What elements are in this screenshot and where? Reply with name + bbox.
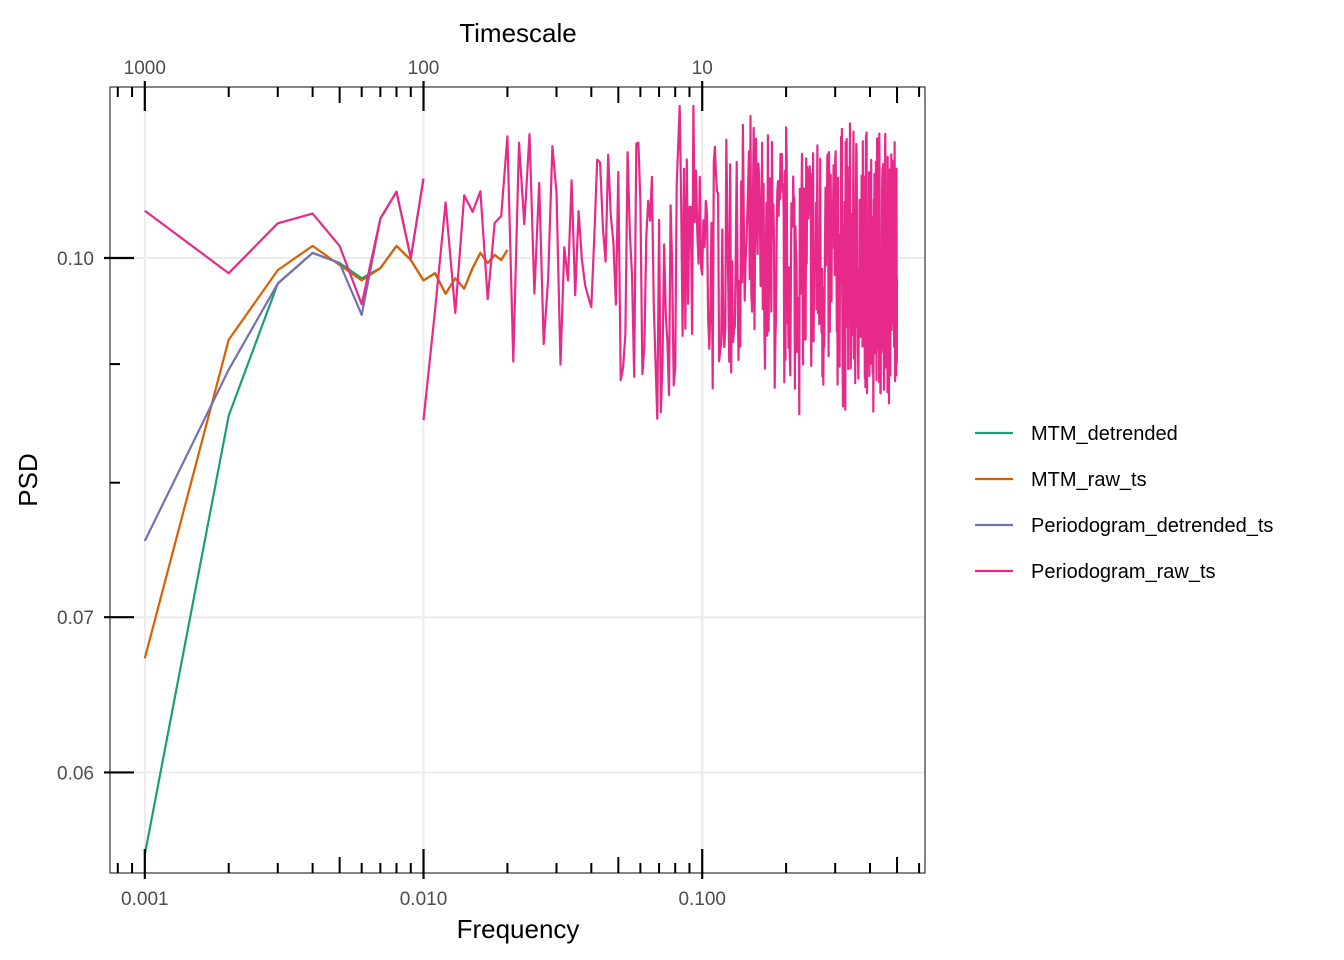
axis-ticks <box>104 81 921 879</box>
x-tick-label: 0.010 <box>400 889 448 910</box>
panel-border <box>109 86 926 874</box>
legend-label-periodogram-detrended-ts: Periodogram_detrended_ts <box>1031 515 1273 537</box>
legend-label-periodogram-raw-ts: Periodogram_raw_ts <box>1031 561 1216 583</box>
series-line-periodogram-raw-ts <box>144 178 425 306</box>
y-tick-label: 0.06 <box>57 763 94 784</box>
series-line-periodogram-raw-ts-tail <box>422 104 899 421</box>
x2-tick-label: 1000 <box>124 58 166 79</box>
x2-tick-label: 10 <box>692 58 713 79</box>
legend-label-mtm-raw-ts: MTM_raw_ts <box>1031 469 1147 491</box>
y-tick-label: 0.10 <box>57 249 94 270</box>
series-lines <box>143 104 899 855</box>
grid-lines <box>110 87 925 873</box>
series-line-periodogram-detrended-ts <box>143 178 425 542</box>
x-tick-label: 0.001 <box>121 889 169 910</box>
legend-label-mtm-detrended: MTM_detrended <box>1031 423 1178 445</box>
x-tick-label: 0.100 <box>678 889 726 910</box>
series-line-mtm-raw-ts <box>143 244 509 659</box>
y-tick-label: 0.07 <box>57 608 94 629</box>
tick-labels: 0.001 0.010 0.100 1000 100 10 0.06 0.07 0.10 <box>57 58 726 910</box>
x-axis-title: Frequency <box>457 914 580 944</box>
x2-tick-label: 100 <box>408 58 440 79</box>
y-axis-title: PSD <box>13 453 43 506</box>
legend: MTM_detrended MTM_raw_ts Periodogram_detre… <box>975 423 1273 583</box>
x2-axis-title: Timescale <box>459 18 577 48</box>
series-line-mtm-detrended <box>143 244 509 855</box>
